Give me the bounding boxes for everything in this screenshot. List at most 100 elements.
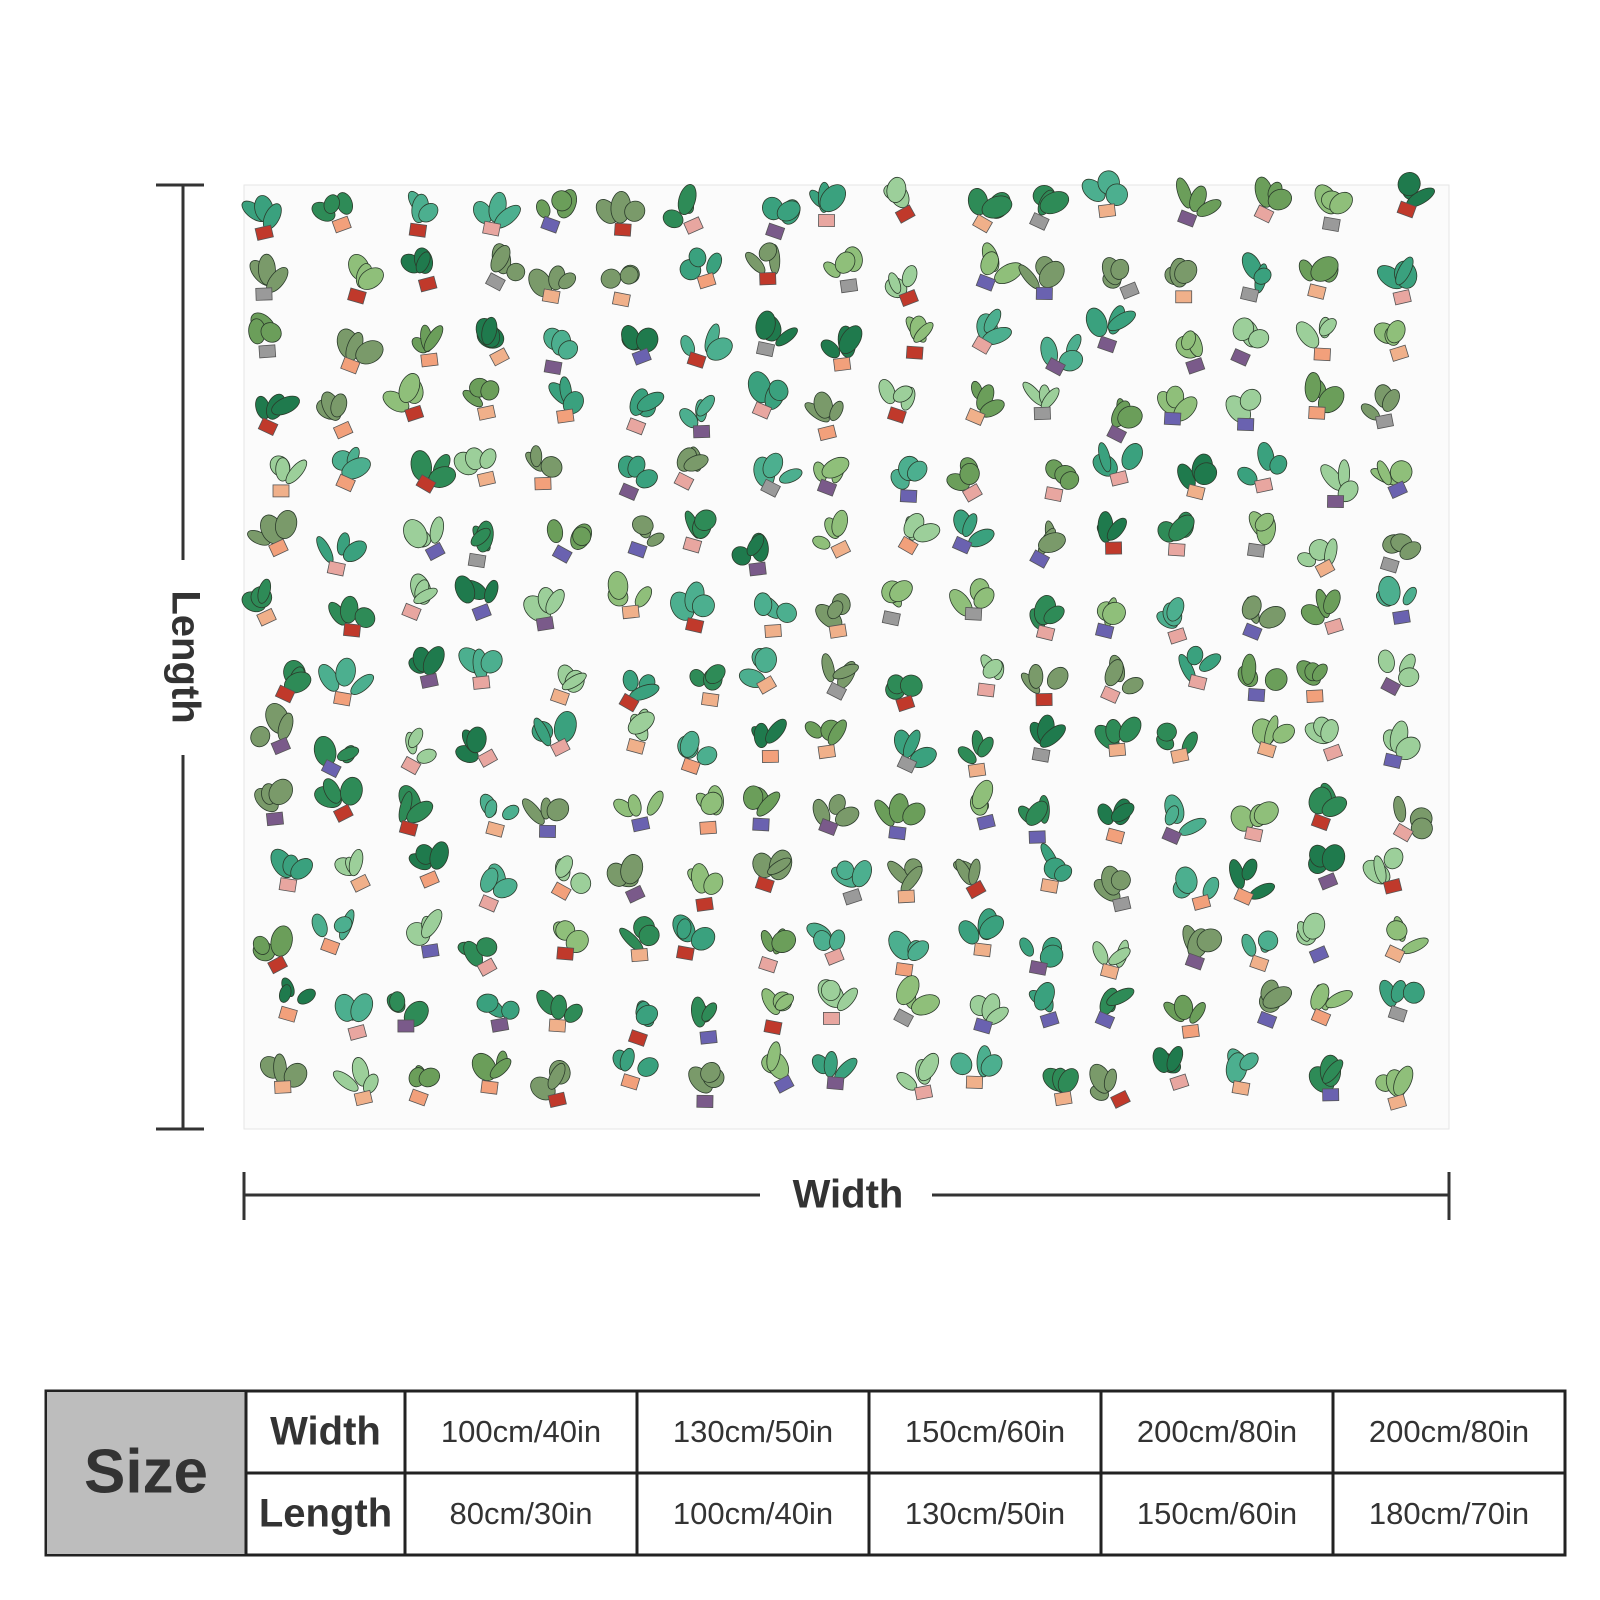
leaf <box>335 657 356 687</box>
leaf <box>522 798 545 825</box>
leaf <box>829 400 844 422</box>
leaf <box>767 857 792 876</box>
leaf <box>913 523 941 543</box>
pot <box>1170 747 1190 764</box>
pot <box>404 404 425 423</box>
pot <box>1389 344 1410 362</box>
plant <box>332 1057 379 1107</box>
leaf <box>322 778 342 804</box>
leaf <box>754 647 777 673</box>
leaf <box>1259 606 1286 629</box>
plant <box>1304 716 1344 762</box>
pot <box>255 287 273 301</box>
plant <box>1022 381 1060 421</box>
leaf <box>851 860 872 888</box>
plant <box>1375 1065 1414 1111</box>
leaf <box>337 746 360 762</box>
leaf <box>973 587 995 609</box>
leaf <box>1025 800 1048 826</box>
plant <box>386 991 429 1033</box>
plant <box>878 378 916 424</box>
plant <box>951 509 995 555</box>
leaf <box>413 587 438 604</box>
plant <box>969 993 1009 1035</box>
pot <box>625 417 647 436</box>
plant <box>731 532 769 577</box>
pot <box>886 406 907 424</box>
size-cell: 100cm/40in <box>673 1496 833 1531</box>
leaf <box>358 267 384 290</box>
pot <box>1256 1010 1278 1029</box>
pot <box>353 1089 373 1107</box>
pot <box>472 675 491 690</box>
plant <box>1040 843 1073 894</box>
plant <box>1156 722 1198 764</box>
pot <box>826 1076 845 1091</box>
plant <box>457 937 498 977</box>
plant <box>553 920 589 961</box>
plant <box>884 265 919 308</box>
leaf <box>1254 512 1275 532</box>
plant <box>953 858 987 900</box>
pot <box>696 1094 714 1108</box>
pot <box>1387 480 1408 499</box>
pot <box>540 215 561 234</box>
leaf <box>813 391 833 419</box>
pot <box>897 535 919 556</box>
leaf <box>1106 987 1135 1006</box>
leaf <box>1046 666 1069 690</box>
pot <box>1387 1005 1408 1023</box>
leaf <box>398 373 421 403</box>
leaf <box>1199 653 1222 672</box>
leaf <box>1325 990 1353 1009</box>
pot <box>1324 617 1344 635</box>
plant <box>804 391 844 442</box>
plant <box>612 1047 659 1091</box>
leaf <box>408 727 424 749</box>
leaf <box>1039 191 1070 215</box>
pot <box>1382 878 1403 895</box>
size-header: Size <box>84 1437 208 1506</box>
leaf <box>545 589 565 615</box>
plant <box>1298 256 1339 300</box>
leaf <box>506 262 526 282</box>
plant <box>1092 442 1143 487</box>
plant <box>600 264 640 308</box>
pot <box>763 1019 783 1036</box>
pot <box>1185 357 1206 375</box>
plant <box>969 779 996 831</box>
leaf <box>285 459 308 485</box>
leaf <box>1239 1052 1259 1071</box>
leaf <box>827 719 847 746</box>
plant <box>255 393 300 437</box>
leaf <box>1118 716 1142 743</box>
leaf <box>1097 803 1114 825</box>
length-label: Length <box>163 590 207 723</box>
leaf <box>555 855 573 878</box>
size-cell: 80cm/30in <box>449 1496 592 1531</box>
leaf <box>701 1002 718 1022</box>
plant <box>662 184 704 235</box>
plant <box>536 989 583 1033</box>
plant <box>247 510 298 558</box>
plant <box>1237 442 1288 494</box>
pot <box>1097 203 1117 219</box>
plant <box>311 909 355 956</box>
width-indicator <box>242 1172 1451 1220</box>
pot <box>1029 212 1050 231</box>
plant <box>543 327 579 376</box>
leaf <box>1241 858 1258 881</box>
leaf <box>1174 260 1198 284</box>
pot <box>894 962 914 978</box>
pot <box>1310 1008 1332 1027</box>
plant <box>680 323 733 369</box>
pot <box>1375 413 1394 430</box>
pot <box>1327 494 1345 509</box>
plant <box>761 988 794 1036</box>
pot <box>824 947 845 966</box>
plant <box>1106 398 1143 444</box>
size-table: Size Width 100cm/40in 130cm/50in 150cm/60in… <box>44 1389 1567 1557</box>
plant <box>1176 177 1222 228</box>
pot <box>549 688 570 706</box>
leaf <box>1166 597 1185 622</box>
